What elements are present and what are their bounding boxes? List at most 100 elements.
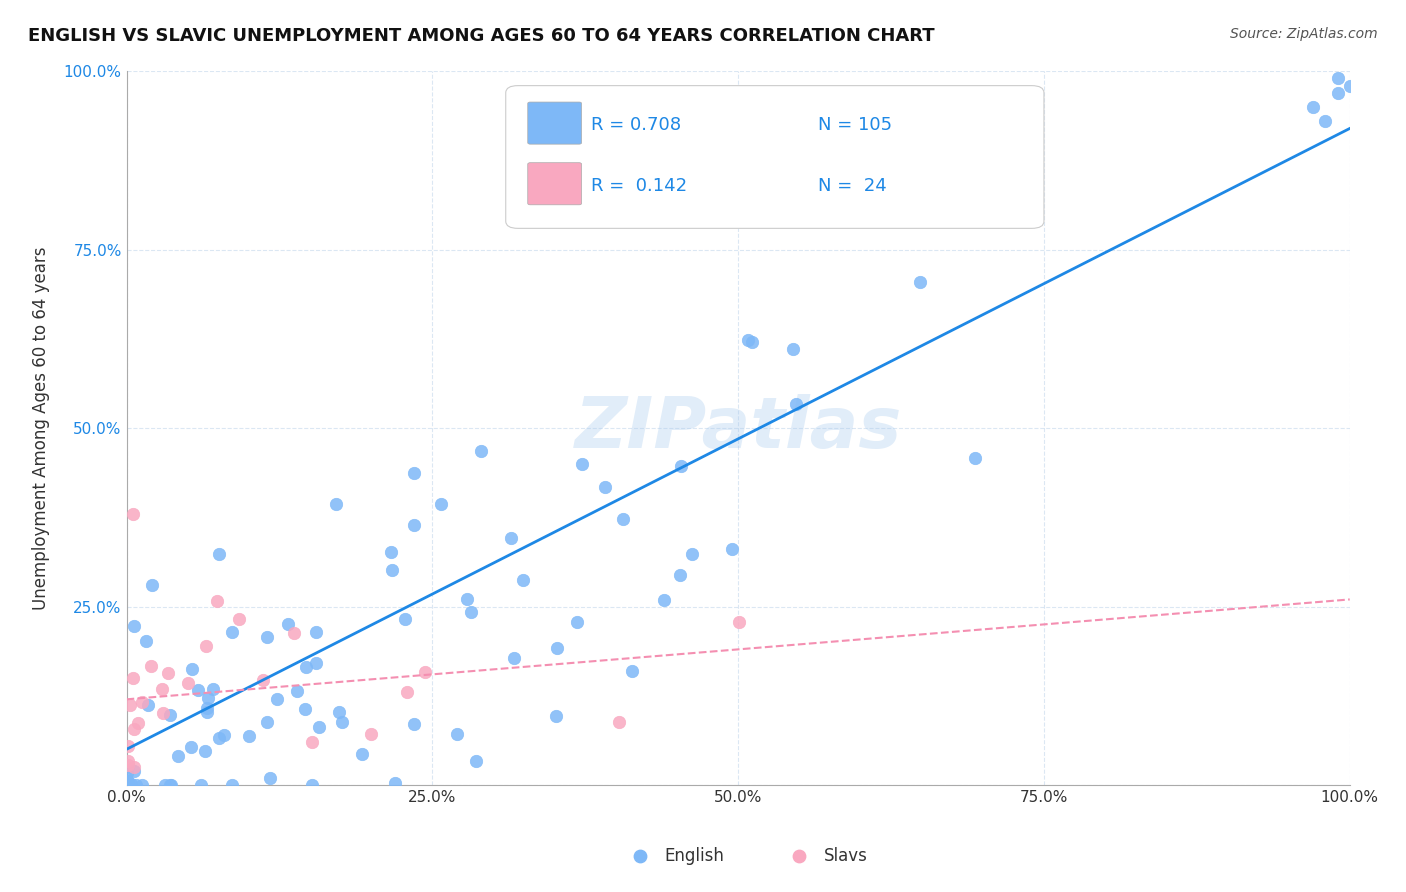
Point (139, 658, 162, 673)
Point (681, 547, 703, 561)
Point (402, 717, 425, 731)
Y-axis label: Unemployment Among Ages 60 to 64 years: Unemployment Among Ages 60 to 64 years (32, 246, 49, 610)
Point (115, 774, 138, 789)
Point (402, 466, 425, 480)
Text: ENGLISH VS SLAVIC UNEMPLOYMENT AMONG AGES 60 TO 64 YEARS CORRELATION CHART: ENGLISH VS SLAVIC UNEMPLOYMENT AMONG AGE… (28, 27, 935, 45)
Point (118, 778, 141, 792)
Point (115, 778, 138, 792)
Point (404, 518, 426, 533)
Point (195, 706, 218, 720)
Point (181, 662, 204, 676)
Point (456, 592, 478, 607)
Point (285, 684, 308, 698)
Point (544, 709, 567, 723)
Point (117, 778, 139, 792)
Point (117, 754, 139, 768)
Point (121, 507, 143, 521)
Point (328, 705, 350, 719)
Point (155, 778, 177, 792)
Point (124, 619, 146, 633)
Point (571, 457, 593, 471)
Point (621, 664, 644, 678)
Point (115, 776, 138, 790)
Point (115, 775, 138, 789)
Point (167, 749, 190, 764)
Point (1339, 78, 1361, 93)
Point (1315, 114, 1337, 128)
FancyBboxPatch shape (527, 162, 582, 205)
Point (180, 739, 202, 754)
Point (607, 714, 630, 729)
Point (669, 458, 692, 473)
Point (283, 626, 305, 640)
Point (470, 444, 492, 458)
Point (221, 624, 243, 639)
Point (124, 764, 146, 778)
Point (194, 744, 217, 758)
Point (187, 683, 209, 698)
Point (190, 778, 212, 792)
Point (115, 778, 138, 792)
Point (277, 616, 299, 631)
Point (266, 692, 288, 706)
Point (963, 450, 986, 465)
Point (117, 739, 139, 753)
Point (305, 625, 328, 640)
Point (115, 778, 138, 792)
Point (304, 656, 326, 670)
Text: ZIPatlas: ZIPatlas (575, 393, 901, 463)
Point (122, 759, 145, 773)
Point (115, 778, 138, 792)
Point (259, 771, 281, 785)
Point (301, 778, 323, 792)
Point (150, 682, 173, 697)
Point (785, 397, 807, 411)
Point (115, 775, 138, 789)
Point (465, 754, 488, 768)
Point (910, 275, 932, 289)
Point (787, 849, 810, 863)
Text: R = 0.708: R = 0.708 (592, 116, 682, 134)
Point (669, 568, 692, 582)
Point (208, 548, 231, 562)
Point (256, 630, 278, 644)
Point (395, 685, 418, 699)
Point (125, 778, 148, 792)
Point (115, 778, 138, 792)
Point (325, 497, 347, 511)
Point (252, 673, 274, 687)
Point (782, 342, 804, 356)
FancyBboxPatch shape (506, 86, 1043, 228)
Point (512, 573, 534, 587)
Point (628, 849, 651, 863)
Text: R =  0.142: R = 0.142 (592, 177, 688, 194)
Point (499, 531, 522, 545)
Point (131, 778, 153, 792)
Point (195, 701, 218, 715)
Point (131, 695, 153, 709)
Point (221, 778, 243, 792)
Point (565, 615, 588, 629)
Point (201, 681, 224, 696)
Point (294, 702, 316, 716)
Point (115, 774, 138, 789)
Point (1326, 71, 1348, 86)
Point (115, 778, 138, 792)
Point (118, 698, 141, 713)
Point (115, 776, 138, 790)
Point (135, 634, 157, 648)
Point (212, 728, 235, 742)
Point (115, 765, 138, 780)
Point (1302, 100, 1324, 114)
Point (136, 698, 159, 713)
Point (115, 773, 138, 788)
Point (207, 731, 229, 745)
Point (295, 660, 318, 674)
Point (115, 777, 138, 791)
Point (737, 333, 759, 347)
Point (160, 778, 183, 792)
Point (381, 563, 404, 577)
Point (430, 496, 453, 510)
Point (157, 666, 180, 681)
Point (159, 778, 181, 792)
